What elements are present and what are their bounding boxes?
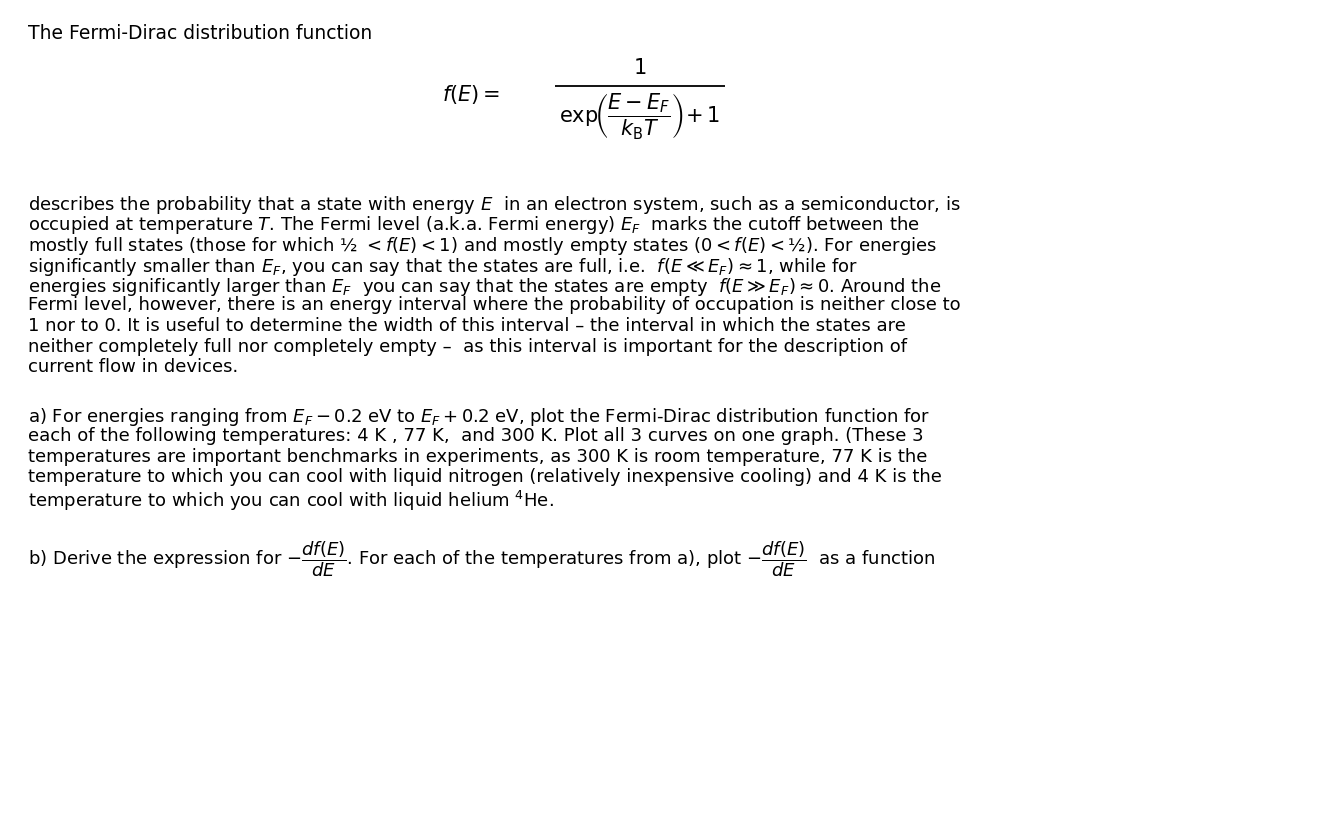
- Text: $1$: $1$: [633, 58, 646, 78]
- Text: a) For energies ranging from $E_F - 0.2$ eV to $E_F + 0.2$ eV, plot the Fermi-Di: a) For energies ranging from $E_F - 0.2$…: [28, 406, 930, 428]
- Text: temperature to which you can cool with liquid helium $^4$He.: temperature to which you can cool with l…: [28, 488, 554, 513]
- Text: $f(E) =$: $f(E) =$: [442, 82, 500, 106]
- Text: energies significantly larger than $E_F$  you can say that the states are empty : energies significantly larger than $E_F$…: [28, 276, 941, 298]
- Text: 1 nor to 0. It is useful to determine the width of this interval – the interval : 1 nor to 0. It is useful to determine th…: [28, 317, 906, 335]
- Text: temperatures are important benchmarks in experiments, as 300 K is room temperatu: temperatures are important benchmarks in…: [28, 448, 927, 466]
- Text: The Fermi-Dirac distribution function: The Fermi-Dirac distribution function: [28, 24, 372, 43]
- Text: Fermi level, however, there is an energy interval where the probability of occup: Fermi level, however, there is an energy…: [28, 296, 961, 314]
- Text: neither completely full nor completely empty –  as this interval is important fo: neither completely full nor completely e…: [28, 338, 907, 356]
- Text: temperature to which you can cool with liquid nitrogen (relatively inexpensive c: temperature to which you can cool with l…: [28, 468, 942, 486]
- Text: each of the following temperatures: 4 K , 77 K,  and 300 K. Plot all 3 curves on: each of the following temperatures: 4 K …: [28, 427, 923, 445]
- Text: $\mathrm{exp}\!\left(\dfrac{E - E_F}{k_{\mathrm{B}}T}\right)\!+1$: $\mathrm{exp}\!\left(\dfrac{E - E_F}{k_{…: [559, 91, 720, 141]
- Text: describes the probability that a state with energy $E$  in an electron system, s: describes the probability that a state w…: [28, 194, 961, 216]
- Text: significantly smaller than $E_F$, you can say that the states are full, i.e.  $f: significantly smaller than $E_F$, you ca…: [28, 256, 859, 278]
- Text: mostly full states (those for which ½ $<f(E)<1$) and mostly empty states ($0<f(E: mostly full states (those for which ½ $<…: [28, 235, 937, 257]
- Text: b) Derive the expression for $-\dfrac{df(E)}{dE}$. For each of the temperatures : b) Derive the expression for $-\dfrac{df…: [28, 539, 935, 579]
- Text: current flow in devices.: current flow in devices.: [28, 358, 238, 376]
- Text: occupied at temperature $T$. The Fermi level (a.k.a. Fermi energy) $E_F$  marks : occupied at temperature $T$. The Fermi l…: [28, 215, 919, 237]
